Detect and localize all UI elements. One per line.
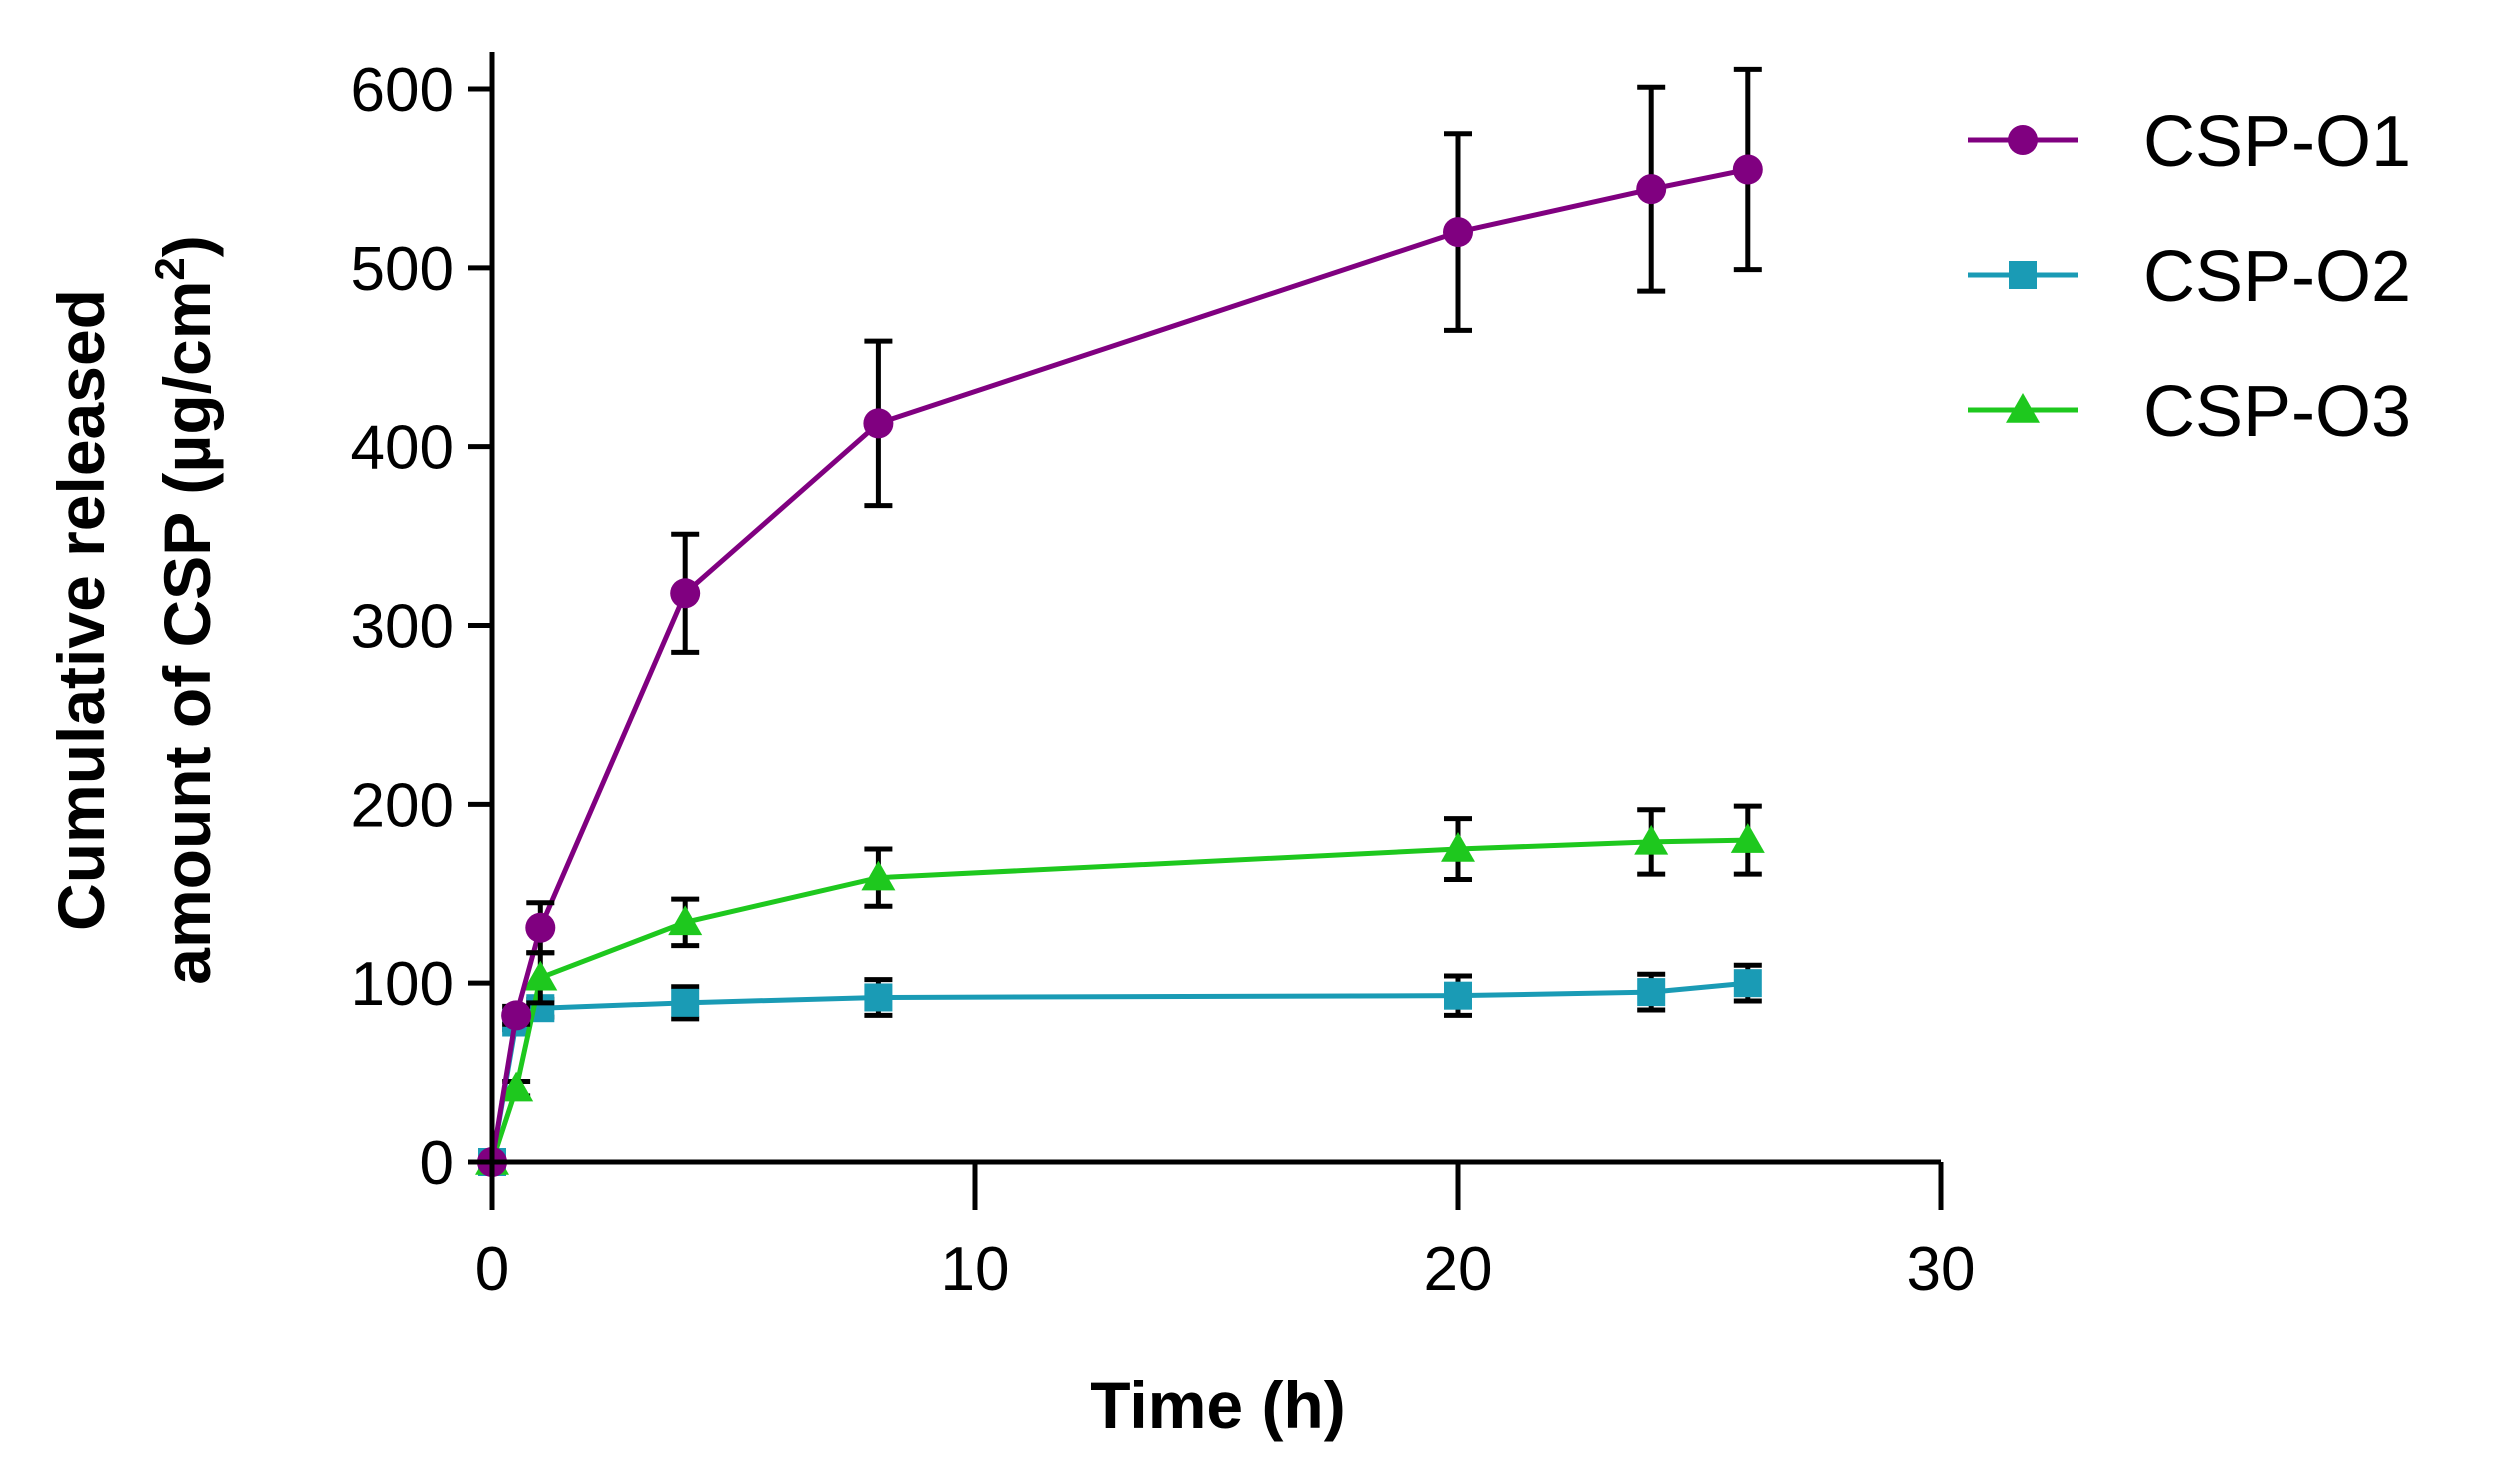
y-tick-label: 600	[351, 56, 454, 125]
legend-marker	[2009, 261, 2037, 289]
data-point	[499, 1071, 534, 1102]
legend-item-csp-o1: CSP-O1	[1968, 102, 2411, 182]
data-point	[1444, 981, 1472, 1010]
data-point	[1637, 978, 1666, 1007]
axes: 0 100 200 300 400 500 600 0 10 20 30	[351, 52, 1976, 1304]
data-point	[861, 860, 896, 891]
data-point	[1730, 823, 1765, 853]
y-tick-label: 0	[420, 1129, 454, 1198]
legend-label: CSP-O3	[2143, 372, 2411, 452]
data-point	[1634, 824, 1669, 855]
series-csp-o3	[475, 803, 1765, 1175]
legend-item-csp-o2: CSP-O2	[1968, 237, 2411, 317]
x-tick-label: 10	[941, 1235, 1010, 1304]
data-point	[1733, 969, 1762, 998]
x-tick-label: 30	[1907, 1235, 1976, 1304]
y-axis-title-line1: Cumulative released	[44, 289, 118, 931]
plot-area	[475, 66, 1765, 1177]
x-tick-label: 0	[475, 1235, 509, 1304]
series-csp-o2	[478, 962, 1762, 1176]
series-line	[489, 167, 1749, 1163]
x-tick-label: 20	[1424, 1235, 1493, 1304]
data-point	[1443, 217, 1473, 248]
data-point	[1732, 154, 1763, 185]
y-tick-label: 200	[351, 771, 454, 840]
legend-marker	[2008, 125, 2038, 155]
data-point	[501, 1000, 532, 1031]
x-axis-title: Time (h)	[1090, 1368, 1345, 1442]
y-axis-title-close: )	[150, 235, 224, 257]
y-tick-label: 100	[351, 950, 454, 1019]
y-axis-title-superscript: 2	[146, 257, 193, 280]
data-point	[864, 983, 893, 1012]
series-csp-o1	[477, 66, 1763, 1177]
legend-label: CSP-O2	[2143, 237, 2411, 317]
legend: CSP-O1 CSP-O2 CSP-O3	[1968, 102, 2411, 452]
data-point	[863, 408, 894, 439]
y-tick-label: 400	[351, 414, 454, 483]
legend-item-csp-o3: CSP-O3	[1968, 372, 2411, 452]
data-point	[1441, 832, 1475, 862]
legend-label: CSP-O1	[2143, 102, 2411, 182]
legend-marker	[2006, 393, 2040, 423]
data-point	[525, 912, 556, 943]
data-point	[668, 905, 703, 936]
data-point	[1636, 174, 1667, 205]
series-line	[489, 837, 1748, 1163]
data-point	[671, 988, 700, 1017]
y-axis-title-main: amount of CSP (µg/cm	[150, 281, 224, 985]
y-axis-title-line2: amount of CSP (µg/cm2)	[146, 235, 224, 985]
data-point	[670, 578, 701, 609]
y-tick-label: 300	[351, 593, 454, 662]
y-tick-label: 500	[351, 235, 454, 304]
data-point	[523, 960, 558, 991]
